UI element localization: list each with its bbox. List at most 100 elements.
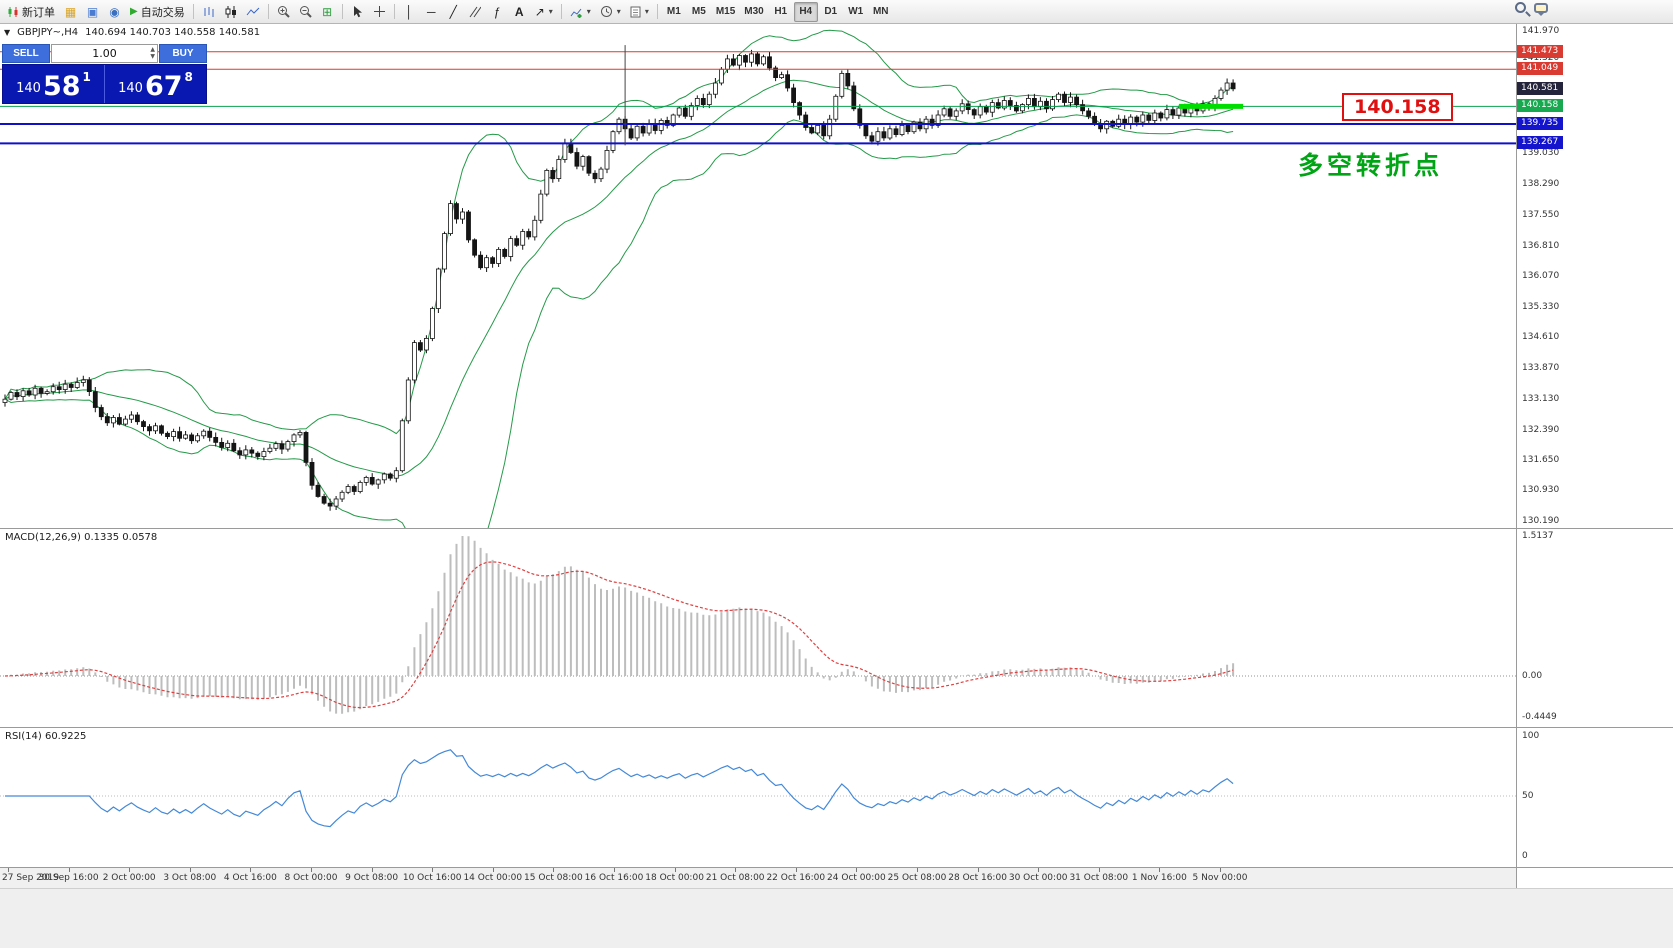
rsi-chart[interactable]	[0, 728, 1516, 867]
panel-splitter[interactable]	[0, 528, 1673, 529]
candlestick-chart-icon	[225, 5, 236, 18]
bar-chart-icon	[204, 6, 214, 17]
auto-trading-label: 自动交易	[140, 6, 185, 19]
macd-chart[interactable]	[0, 529, 1516, 727]
timeframe-m30-button[interactable]: M30	[740, 2, 767, 22]
templates-dropdown-button[interactable]: ▾	[626, 2, 653, 22]
time-axis-label: 25 Oct 08:00	[887, 873, 947, 883]
zoom-out-button[interactable]	[295, 2, 316, 22]
time-axis-tick	[553, 868, 555, 872]
candlestick-chart[interactable]	[0, 24, 1516, 528]
arrow-tool-icon: ↗	[534, 4, 545, 19]
price-axis-label: 137.550	[1522, 209, 1560, 220]
macd-axis-label: -0.4449	[1522, 712, 1557, 723]
chat-icon[interactable]	[1534, 2, 1548, 16]
tile-windows-button[interactable]: ⊞	[317, 2, 338, 22]
bar-chart-button[interactable]	[198, 2, 219, 22]
time-axis-tick	[856, 868, 858, 872]
macd-panel[interactable]: MACD(12,26,9) 0.1335 0.0578	[0, 529, 1516, 727]
time-axis-label: 16 Oct 16:00	[584, 873, 644, 883]
arrow-tool-button[interactable]: ↗ ▾	[531, 2, 557, 22]
timeframe-w1-button[interactable]: W1	[844, 2, 868, 22]
volume-field[interactable]: 1.00 ▲ ▼	[51, 44, 158, 63]
time-axis-tick	[795, 868, 797, 872]
time-axis[interactable]: 27 Sep 2019 30 Sep 16:00 2 Oct 00:00 3 Oct …	[0, 868, 1516, 888]
buy-price-small: 140	[118, 81, 143, 96]
zoom-in-button[interactable]	[273, 2, 294, 22]
community-icon: ◉	[109, 4, 120, 19]
channel-button[interactable]	[465, 2, 486, 22]
line-chart-icon	[246, 7, 260, 15]
price-axis[interactable]: 141.970 141.320 139.030 138.290 137.550 136.8…	[1516, 24, 1673, 888]
time-axis-label: 5 Nov 00:00	[1192, 873, 1248, 883]
buy-price[interactable]: 140 67 8	[105, 65, 206, 103]
volume-value[interactable]: 1.00	[92, 47, 117, 60]
price-axis-label: 135.330	[1522, 302, 1560, 313]
timeframe-m1-button[interactable]: M1	[662, 2, 686, 22]
buy-price-sup: 8	[184, 70, 193, 84]
rsi-panel[interactable]: RSI(14) 60.9225	[0, 728, 1516, 867]
vertical-line-button[interactable]: │	[399, 2, 420, 22]
price-tag: 140.158	[1517, 99, 1563, 113]
clock-icon	[600, 6, 612, 17]
metaeditor-button[interactable]: ▦	[60, 2, 81, 22]
timeframe-h1-button[interactable]: H1	[769, 2, 793, 22]
text-tool-button[interactable]: A	[509, 2, 530, 22]
timeframe-h4-button[interactable]: H4	[793, 1, 818, 22]
line-chart-button[interactable]	[242, 2, 264, 22]
fibonacci-button[interactable]: ƒ	[487, 2, 508, 22]
channel-icon	[469, 6, 482, 17]
periods-dropdown-button[interactable]: ▾	[596, 2, 625, 22]
search-icon[interactable]	[1515, 2, 1526, 13]
chevron-down-icon: ▾	[548, 7, 553, 16]
one-click-toggle-icon[interactable]: ▼	[4, 28, 11, 37]
indicators-dropdown-button[interactable]: ▾	[566, 2, 595, 22]
new-order-icon	[8, 6, 18, 17]
sell-button[interactable]: SELL	[2, 44, 50, 63]
volume-down-icon[interactable]: ▼	[150, 53, 155, 61]
toolbar-separator	[192, 4, 194, 19]
turning-point-note[interactable]: 多空转折点	[1298, 151, 1444, 180]
timeframe-d1-button[interactable]: D1	[819, 2, 843, 22]
buy-price-big: 67	[144, 71, 183, 103]
buy-button[interactable]: BUY	[159, 44, 207, 63]
price-callout-label[interactable]: 140.158	[1342, 93, 1453, 121]
auto-trading-button[interactable]: ▶ 自动交易	[126, 2, 189, 22]
time-axis-label: 9 Oct 08:00	[345, 873, 399, 883]
macd-axis-label: 0.00	[1522, 671, 1543, 681]
zoom-out-icon	[299, 6, 312, 18]
time-axis-tick	[129, 868, 131, 872]
community-button[interactable]: ◉	[104, 2, 125, 22]
candlestick-chart-button[interactable]	[220, 2, 241, 22]
volume-up-icon[interactable]: ▲	[150, 46, 155, 53]
cursor-button[interactable]	[347, 2, 368, 22]
panel-splitter[interactable]	[0, 867, 1673, 868]
new-order-button[interactable]: 新订单	[3, 2, 59, 22]
timeframe-m5-button[interactable]: M5	[687, 2, 711, 22]
fibonacci-icon: ƒ	[493, 4, 501, 19]
time-axis-tick	[311, 868, 312, 872]
time-axis-label: 28 Oct 16:00	[948, 873, 1007, 883]
metaeditor-icon: ▦	[64, 4, 77, 19]
time-axis-label: 3 Oct 08:00	[163, 873, 217, 883]
timeframe-mn-button[interactable]: MN	[869, 2, 893, 22]
horizontal-line-button[interactable]: ─	[421, 2, 442, 22]
price-axis-label: 131.650	[1522, 455, 1560, 466]
sell-price[interactable]: 140 58 1	[3, 65, 104, 103]
trendline-button[interactable]: ╱	[443, 2, 464, 22]
time-axis-tick	[8, 868, 9, 872]
panel-splitter[interactable]	[0, 727, 1673, 728]
time-axis-label: 15 Oct 08:00	[524, 873, 583, 883]
terminal-button[interactable]: ▣	[82, 2, 103, 22]
time-axis-tick	[1098, 868, 1100, 872]
price-axis-label: 141.970	[1522, 26, 1560, 36]
new-order-label: 新订单	[22, 6, 55, 19]
chart-area[interactable]: ▼ GBPJPY~,H4 140.694 140.703 140.558 140…	[0, 24, 1516, 888]
timeframe-m15-button[interactable]: M15	[712, 2, 739, 22]
time-axis-tick	[432, 868, 434, 872]
rsi-axis-label: 100	[1522, 731, 1540, 741]
main-chart-panel[interactable]: ▼ GBPJPY~,H4 140.694 140.703 140.558 140…	[0, 24, 1516, 528]
crosshair-button[interactable]	[369, 2, 390, 22]
time-axis-label: 24 Oct 00:00	[827, 873, 886, 883]
